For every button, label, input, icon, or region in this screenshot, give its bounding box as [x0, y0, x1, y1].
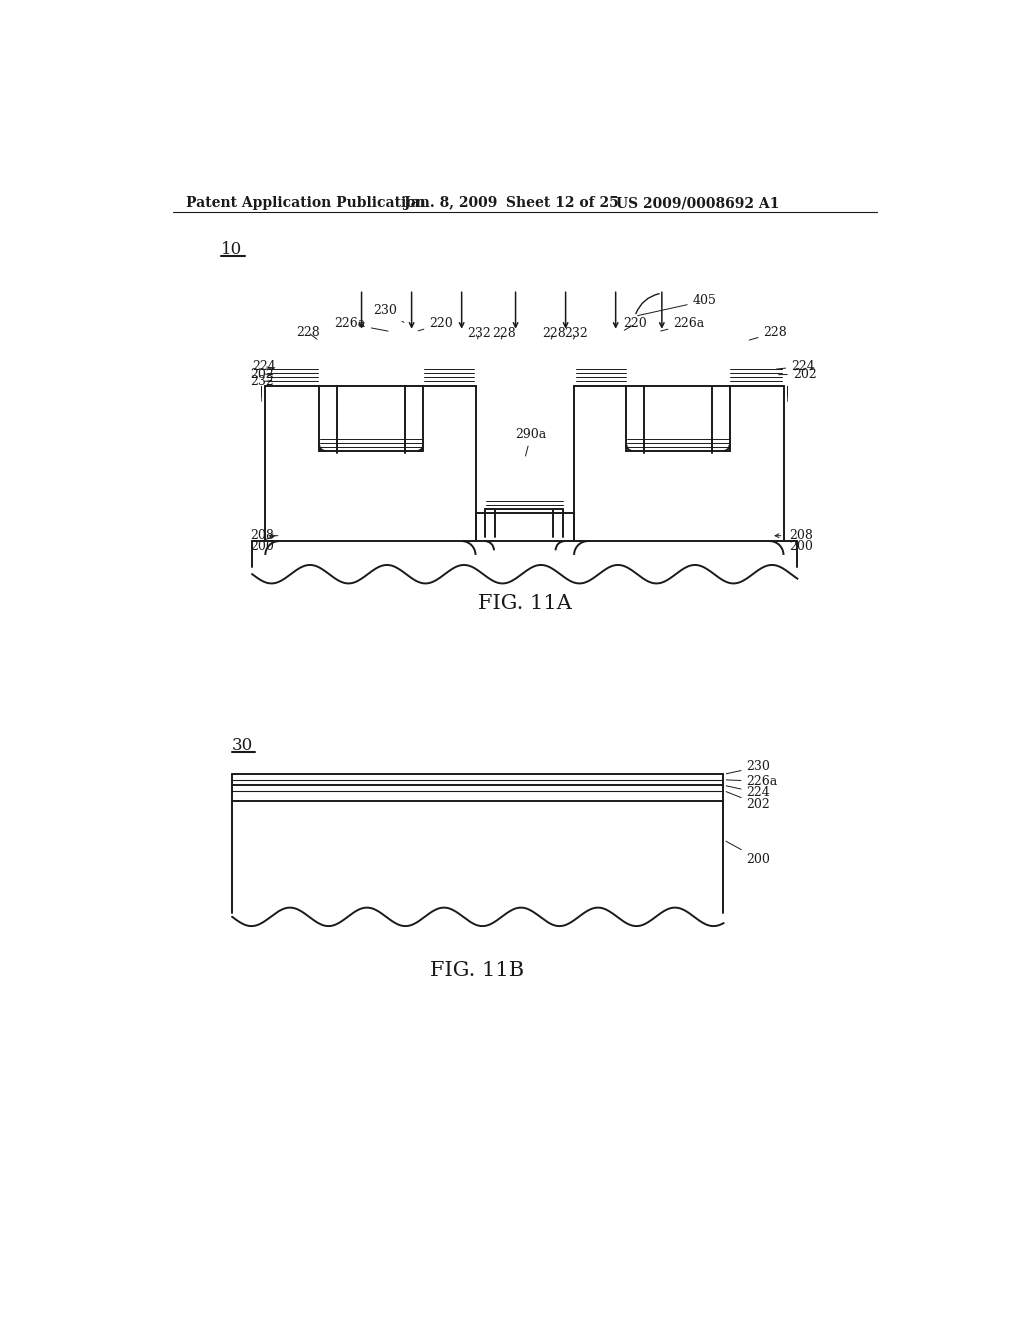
Text: 405: 405	[638, 294, 717, 315]
Text: 208: 208	[250, 529, 273, 543]
Text: 202: 202	[251, 367, 274, 380]
Text: 202: 202	[778, 367, 816, 380]
Text: 208: 208	[788, 529, 813, 543]
Text: 232: 232	[564, 326, 588, 339]
Text: Patent Application Publication: Patent Application Publication	[186, 197, 426, 210]
Text: 30: 30	[232, 737, 254, 754]
Text: FIG. 11A: FIG. 11A	[478, 594, 571, 612]
Text: 220: 220	[624, 317, 647, 330]
Text: 230: 230	[373, 305, 403, 322]
Text: 228: 228	[296, 326, 319, 339]
Text: US 2009/0008692 A1: US 2009/0008692 A1	[615, 197, 779, 210]
Text: 232: 232	[250, 375, 273, 388]
Text: 226a: 226a	[660, 317, 705, 331]
Text: 290a: 290a	[515, 428, 547, 455]
Text: FIG. 11B: FIG. 11B	[430, 961, 524, 981]
Text: 200: 200	[788, 540, 813, 553]
Text: 224: 224	[252, 360, 276, 372]
Text: 228: 228	[750, 326, 787, 341]
Text: 224: 224	[776, 360, 815, 372]
Text: 230: 230	[726, 760, 770, 774]
Text: Jan. 8, 2009: Jan. 8, 2009	[403, 197, 498, 210]
Text: 228: 228	[492, 326, 515, 339]
Text: 10: 10	[221, 240, 243, 257]
Text: 232: 232	[467, 326, 490, 339]
Text: 220: 220	[418, 317, 453, 331]
Text: 226a: 226a	[726, 775, 778, 788]
Text: 226a: 226a	[335, 317, 388, 331]
Text: 200: 200	[250, 540, 273, 553]
Text: 228: 228	[542, 326, 565, 339]
Text: Sheet 12 of 25: Sheet 12 of 25	[506, 197, 620, 210]
Text: 200: 200	[726, 841, 770, 866]
Text: 224: 224	[726, 785, 770, 800]
Text: 202: 202	[726, 792, 770, 810]
